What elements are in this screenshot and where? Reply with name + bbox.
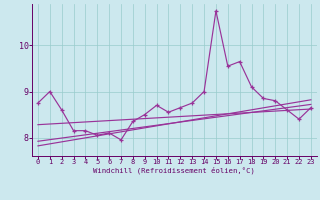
- X-axis label: Windchill (Refroidissement éolien,°C): Windchill (Refroidissement éolien,°C): [93, 167, 255, 174]
